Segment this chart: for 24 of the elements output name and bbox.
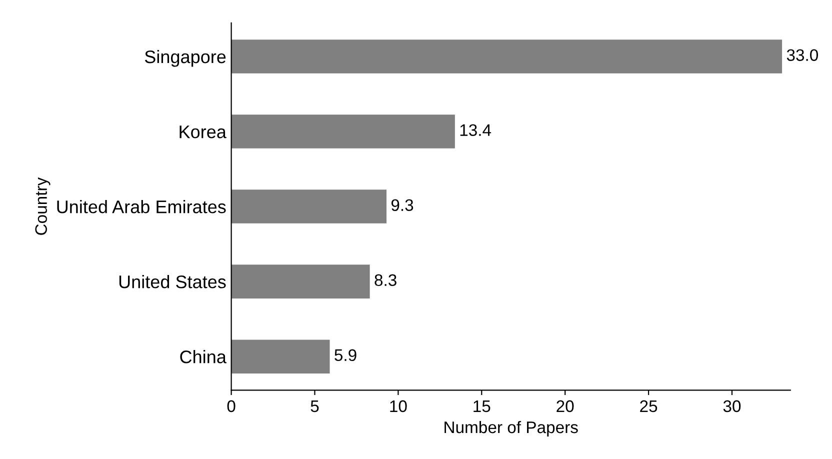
bar <box>231 114 455 148</box>
x-tick-label: 20 <box>556 400 574 412</box>
x-tick-label: 10 <box>390 400 407 412</box>
bar <box>231 40 782 74</box>
x-tick-label: 0 <box>227 400 236 412</box>
y-tick-label: United States <box>119 275 226 288</box>
data-label: 33.0 <box>786 49 818 61</box>
data-label: 9.3 <box>391 199 414 212</box>
x-tick-label: 25 <box>640 400 658 412</box>
x-axis-title: Number of Papers <box>444 420 578 436</box>
y-axis-title: Country <box>35 177 50 235</box>
y-tick-label: Korea <box>180 126 226 138</box>
data-label: 8.3 <box>374 274 396 286</box>
bar <box>231 264 370 298</box>
bar <box>231 190 387 224</box>
y-tick-label: China <box>180 350 226 364</box>
y-tick-label: Singapore <box>144 50 226 67</box>
bar <box>231 340 330 374</box>
data-label: 13.4 <box>460 124 492 136</box>
x-tick-label: 30 <box>723 400 741 412</box>
x-tick-label: 5 <box>310 400 319 412</box>
x-tick-label: 15 <box>474 400 490 412</box>
y-tick-label: United Arab Emirates <box>57 200 226 214</box>
data-label: 5.9 <box>334 349 356 362</box>
